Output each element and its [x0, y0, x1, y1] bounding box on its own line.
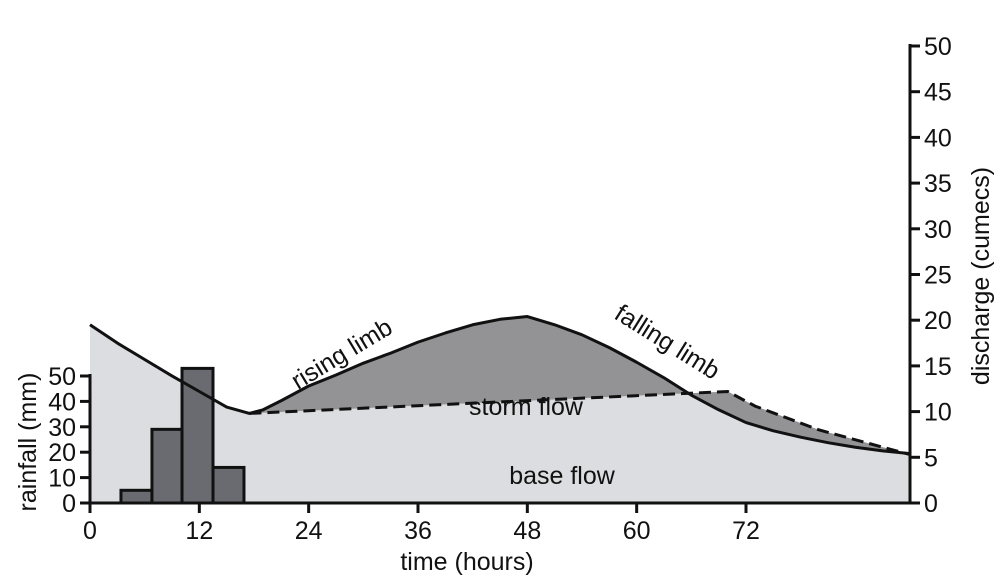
- chart-axes: 0 12 24 36 48 60 72010203040500510152025303540…: [48, 33, 952, 545]
- right-tick-label-30: 30: [924, 216, 952, 244]
- rainfall-bar-3: [180, 366, 215, 505]
- annotation-storm-flow: storm flow: [469, 393, 584, 421]
- right-tick-label-40: 40: [924, 124, 952, 152]
- annotation-base-flow: base flow: [509, 462, 616, 490]
- right-axis-title: discharge (cumecs): [967, 167, 995, 385]
- left-tick-label-20: 20: [48, 439, 76, 467]
- rainfall-bar-4: [211, 465, 246, 505]
- x-tick-label-0: 0: [83, 517, 97, 545]
- hydrograph-line: [89, 315, 911, 456]
- right-tick-label-25: 25: [924, 262, 952, 290]
- rainfall-bar-2: [150, 427, 184, 505]
- right-tick-label-35: 35: [924, 170, 952, 198]
- left-tick-label-40: 40: [48, 388, 76, 416]
- right-tick-label-0: 0: [924, 490, 938, 518]
- right-tick-label-15: 15: [924, 353, 952, 381]
- left-tick-label-10: 10: [48, 465, 76, 493]
- chart-lines: [89, 315, 911, 457]
- x-tick-label-48: 48: [513, 517, 541, 545]
- right-tick-label-50: 50: [924, 33, 952, 61]
- chart-areas: [90, 316, 910, 503]
- rainfall-bar-1: [119, 488, 154, 505]
- x-tick-label-60: 60: [623, 517, 651, 545]
- left-tick-label-0: 0: [62, 490, 76, 518]
- baseflow-line: [249, 389, 911, 457]
- x-tick-label-12: 12: [185, 517, 213, 545]
- left-axis-title: rainfall (mm): [14, 373, 42, 512]
- x-tick-label-72: 72: [732, 517, 760, 545]
- left-tick-label-50: 50: [48, 363, 76, 391]
- storm-flow-area: [249, 316, 910, 455]
- right-tick-label-10: 10: [924, 399, 952, 427]
- x-tick-label-36: 36: [404, 517, 432, 545]
- base-flow-area: [90, 324, 910, 503]
- right-tick-label-20: 20: [924, 307, 952, 335]
- left-tick-label-30: 30: [48, 414, 76, 442]
- x-axis-title: time (hours): [400, 548, 533, 576]
- x-tick-label-24: 24: [295, 517, 323, 545]
- right-tick-label-5: 5: [924, 444, 938, 472]
- right-tick-label-45: 45: [924, 79, 952, 107]
